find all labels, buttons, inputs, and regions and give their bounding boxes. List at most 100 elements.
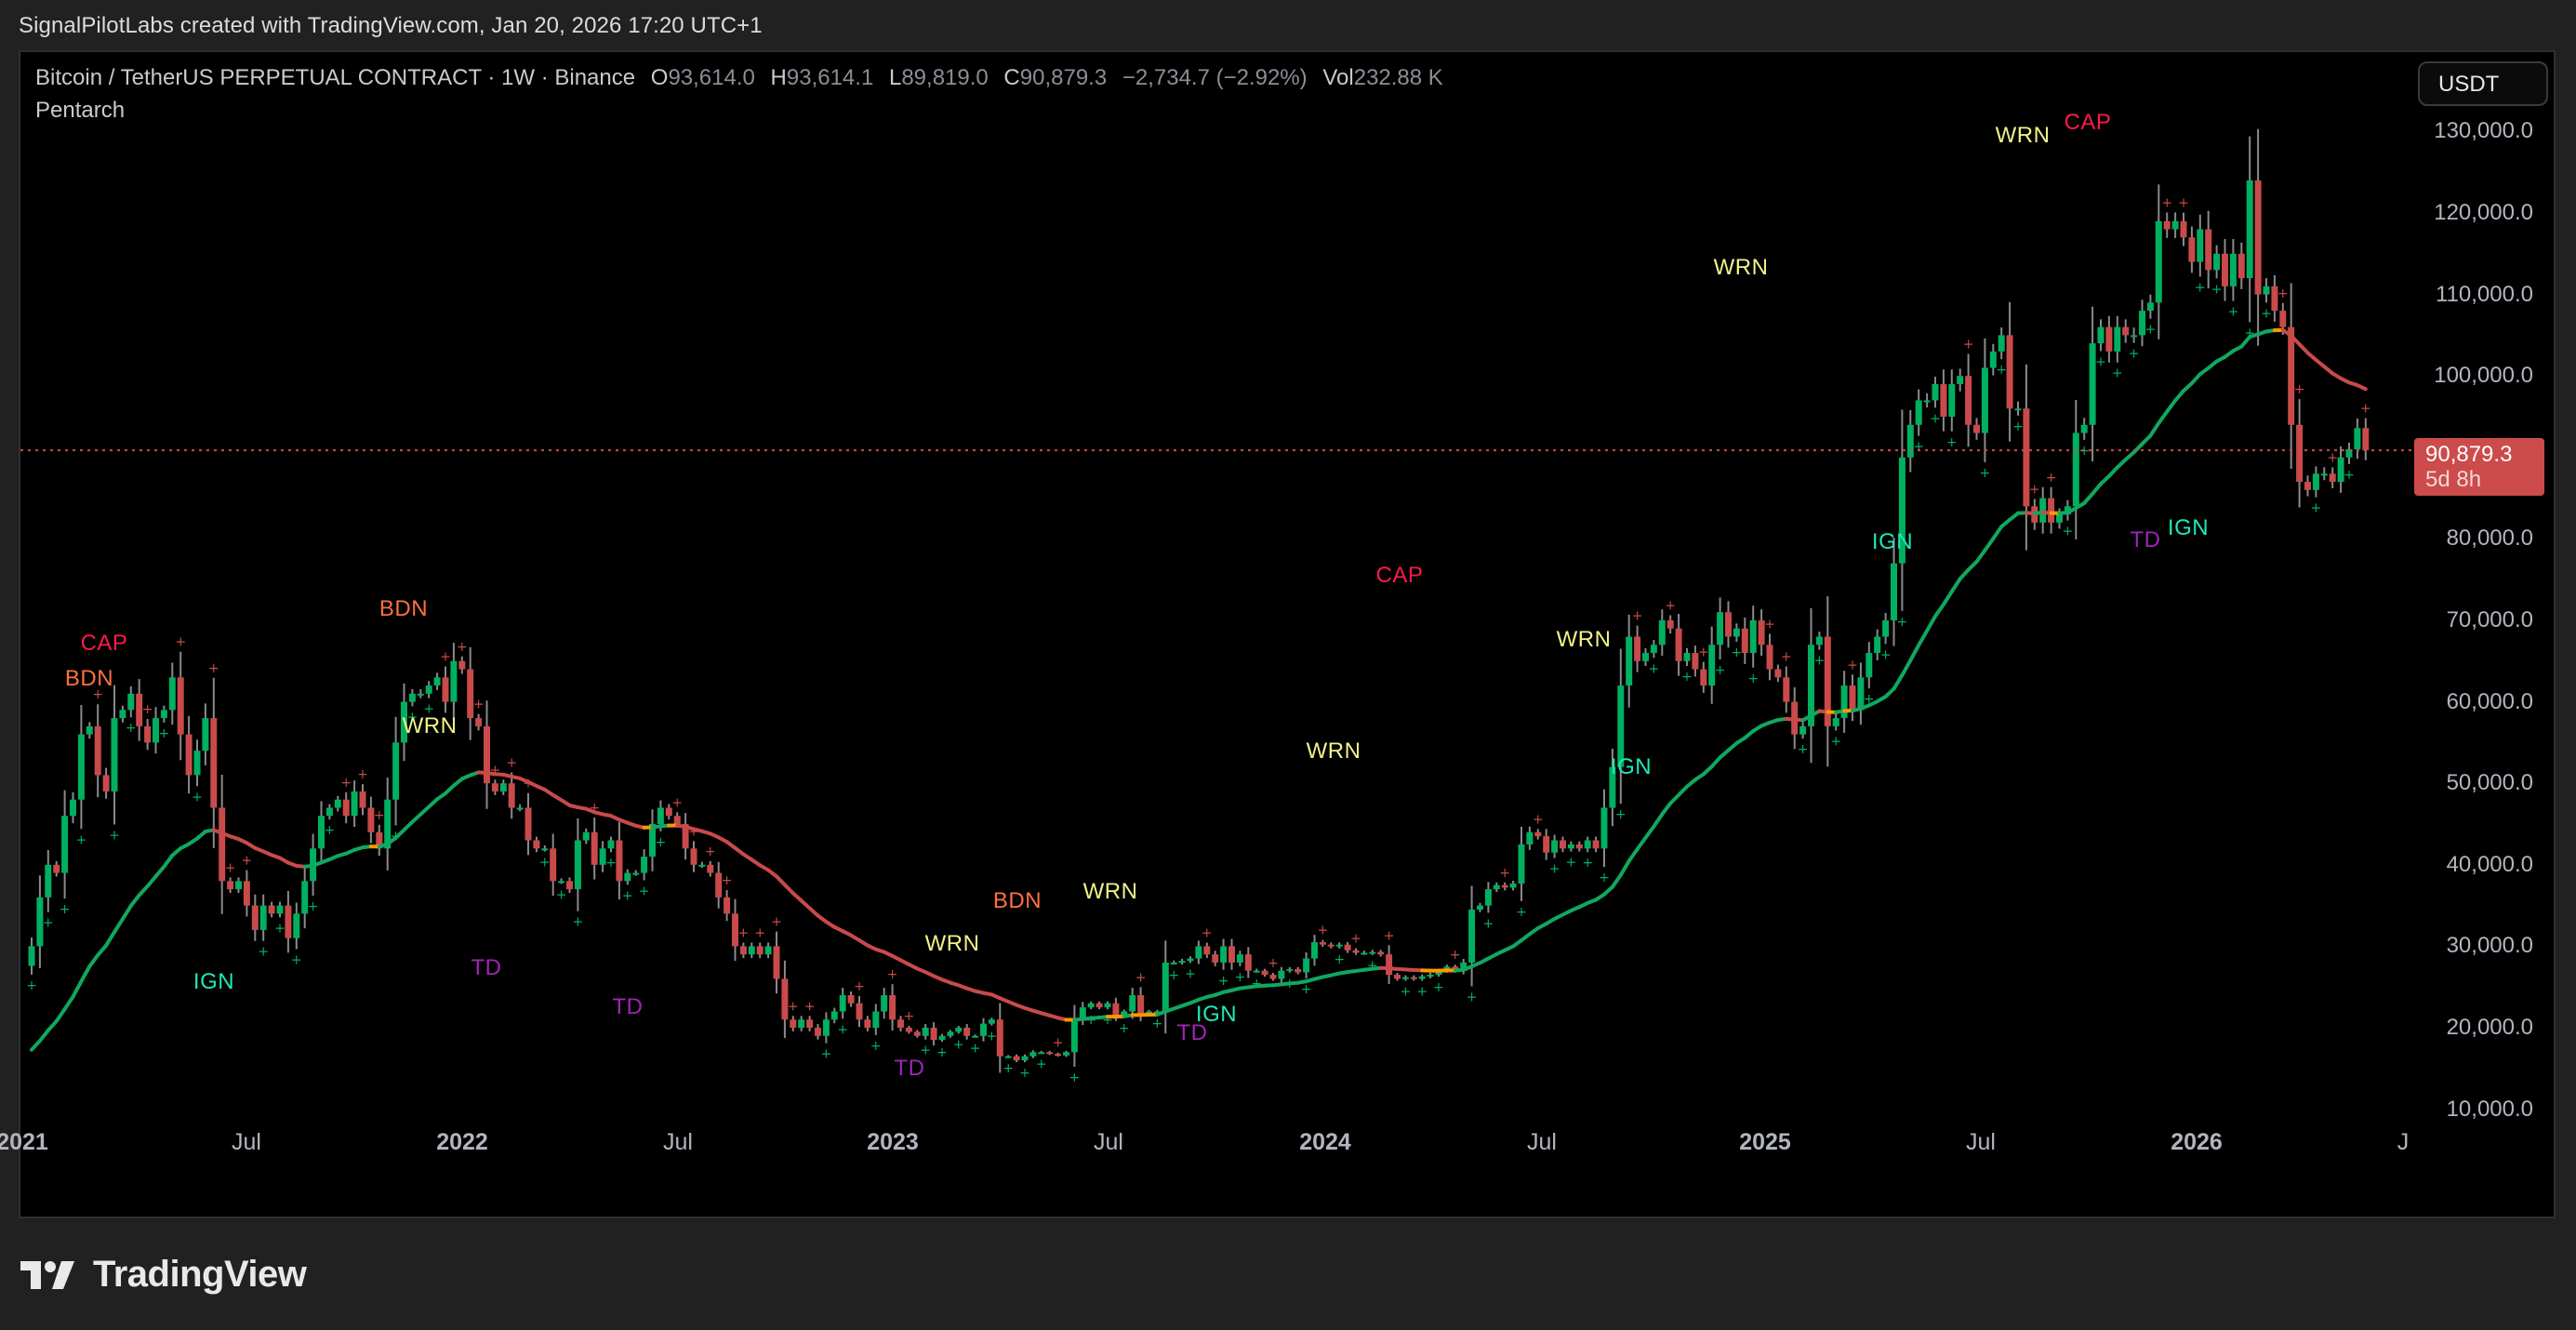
trend-line-segment [444,783,456,796]
currency-unit-button[interactable]: USDT [2418,61,2548,106]
candle: + [788,999,799,1031]
candle: + [1416,974,1427,1000]
trend-line-segment [402,819,415,832]
chart-panel[interactable]: + + + + + + + + + + + + + + + + + + + + + + + + + + + + + + + + + + + + + + + +… [0,50,2557,1220]
chart-credit: SignalPilotLabs created with TradingView… [19,13,763,38]
svg-text:+: + [2129,347,2140,362]
svg-text:+: + [1533,812,1544,827]
trend-line-segment [2091,482,2103,496]
svg-text:+: + [1119,1021,1130,1036]
candle [185,715,193,794]
candle: + [374,808,385,857]
candle: + [1185,956,1196,981]
candle [1874,629,1881,660]
candle: + [1284,966,1295,991]
svg-text:+: + [1897,615,1908,630]
candle [632,870,640,876]
candle [1509,880,1517,891]
candle: + [1218,938,1228,989]
svg-text:+: + [225,860,236,875]
candle [830,1007,838,1024]
candle: + [1516,826,1527,920]
trend-line-segment [1618,858,1631,877]
candle: + [126,685,137,736]
svg-text:+: + [109,828,120,843]
candle [2122,319,2130,343]
candle [367,796,375,844]
candle: + [1980,338,1990,481]
candle [665,804,672,820]
candle [102,767,110,799]
candle [2222,239,2228,301]
candle: + [987,1017,998,1044]
candle [1162,940,1169,1034]
time-tick: 2025 [1739,1129,1791,1155]
time-tick: 2026 [2171,1129,2223,1155]
candle [1940,369,1947,432]
svg-text:+: + [987,1030,998,1044]
candle: + [1996,327,2007,378]
svg-text:+: + [340,776,352,791]
candle [36,875,44,969]
candle: + [1085,1001,1096,1028]
svg-text:+: + [1467,991,1478,1005]
svg-text:+: + [1036,1057,1047,1072]
trend-line-segment [1627,847,1640,863]
candle [1394,973,1401,981]
candle: + [1384,928,1394,984]
candle: + [43,850,54,931]
candle: + [622,869,633,903]
candle [2039,486,2047,534]
time-tick: Jul [1094,1129,1123,1155]
candle: + [1698,645,1709,693]
candle: + [242,853,252,917]
candle: + [1467,885,1478,1005]
candle: + [2012,401,2024,434]
candle [1295,966,1302,975]
trend-line-segment [2106,465,2119,478]
candle [1095,1001,1103,1010]
price-tick: 70,000.0 [2446,607,2533,632]
candle [1526,826,1534,850]
candle: + [1599,789,1610,885]
time-tick: J [2397,1129,2410,1155]
tradingview-wordmark: TradingView [93,1254,307,1295]
candle [1891,538,1897,646]
svg-text:+: + [126,721,137,736]
candle: + [1367,950,1378,974]
symbol-title[interactable]: Bitcoin / TetherUS PERPETUAL CONTRACT · … [35,65,636,90]
svg-text:+: + [490,763,501,778]
candle: + [76,705,86,847]
trend-line-segment [2355,383,2368,392]
candle: + [175,635,186,761]
candle: + [325,804,335,838]
candle: + [1069,1004,1080,1085]
svg-text:+: + [2261,306,2272,321]
candle: + [1168,960,1179,983]
tradingview-logo[interactable]: TradingView [20,1254,307,1296]
candlestick-plot[interactable]: + + + + + + + + + + + + + + + + + + + + + + + + + + + + + + + + + + + + + + + +… [20,52,2557,1220]
svg-text:+: + [1168,968,1179,983]
candle: + [738,925,749,959]
candle: + [1847,658,1858,722]
candle [86,722,93,739]
trend-line-segment [2165,398,2178,414]
candle: + [1053,1036,1063,1057]
candle [2205,210,2212,289]
candle: + [1318,924,1328,948]
svg-text:+: + [771,915,782,930]
trend-line-segment [1668,792,1681,805]
trend-line-segment [62,994,75,1011]
svg-text:+: + [2277,286,2289,301]
candle: + [2195,214,2206,295]
trend-line-segment [1892,672,1905,691]
svg-text:+: + [1913,440,1924,455]
candle [2089,306,2096,462]
candle: + [1715,597,1725,678]
indicator-name[interactable]: Pentarch [35,98,126,123]
candle [980,1017,987,1042]
candle: + [109,685,120,843]
candle: + [771,915,782,994]
candle: + [457,640,468,674]
signal-label-bdn: BDN [64,666,114,691]
